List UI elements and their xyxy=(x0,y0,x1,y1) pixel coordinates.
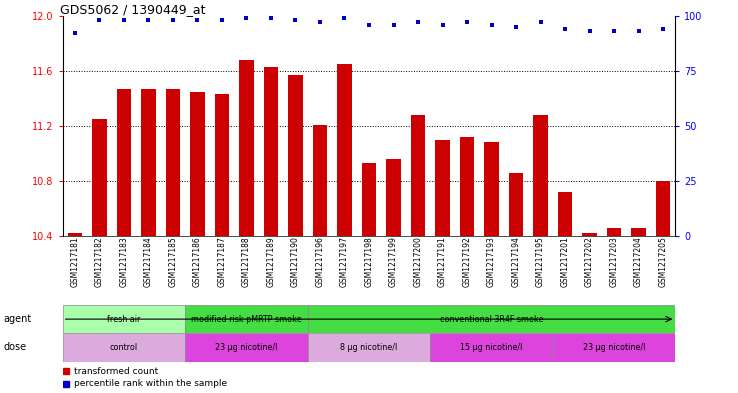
Text: GSM1217185: GSM1217185 xyxy=(168,236,177,287)
Text: GSM1217190: GSM1217190 xyxy=(291,236,300,287)
Text: control: control xyxy=(110,343,138,352)
Bar xyxy=(435,140,450,236)
Bar xyxy=(655,181,670,236)
Text: percentile rank within the sample: percentile rank within the sample xyxy=(74,380,227,388)
Text: GSM1217203: GSM1217203 xyxy=(610,236,618,287)
Bar xyxy=(631,228,646,236)
Bar xyxy=(308,305,675,333)
Text: 23 μg nicotine/l: 23 μg nicotine/l xyxy=(215,343,277,352)
Bar xyxy=(288,75,303,236)
Bar xyxy=(582,233,597,236)
Bar xyxy=(508,173,523,236)
Text: GSM1217188: GSM1217188 xyxy=(242,236,251,287)
Bar xyxy=(430,333,553,362)
Text: 15 μg nicotine/l: 15 μg nicotine/l xyxy=(461,343,523,352)
Text: fresh air: fresh air xyxy=(107,315,141,323)
Text: transformed count: transformed count xyxy=(74,367,158,376)
Text: GSM1217196: GSM1217196 xyxy=(316,236,325,287)
Text: GSM1217205: GSM1217205 xyxy=(658,236,667,287)
Bar xyxy=(68,233,83,236)
Text: dose: dose xyxy=(4,342,27,353)
Bar xyxy=(308,333,430,362)
Bar xyxy=(92,119,107,236)
Text: GSM1217184: GSM1217184 xyxy=(144,236,153,287)
Text: GSM1217186: GSM1217186 xyxy=(193,236,202,287)
Text: GSM1217199: GSM1217199 xyxy=(389,236,398,287)
Bar xyxy=(239,60,254,236)
Bar xyxy=(63,333,185,362)
Bar xyxy=(410,115,425,236)
Bar xyxy=(215,94,230,236)
Bar xyxy=(553,333,675,362)
Text: GSM1217201: GSM1217201 xyxy=(561,236,570,287)
Bar xyxy=(362,163,376,236)
Text: GSM1217197: GSM1217197 xyxy=(340,236,349,287)
Bar xyxy=(185,305,308,333)
Text: GSM1217192: GSM1217192 xyxy=(463,236,472,287)
Text: GSM1217187: GSM1217187 xyxy=(218,236,227,287)
Text: GSM1217183: GSM1217183 xyxy=(120,236,128,287)
Bar xyxy=(607,228,621,236)
Bar xyxy=(558,192,573,236)
Bar xyxy=(386,159,401,236)
Text: GDS5062 / 1390449_at: GDS5062 / 1390449_at xyxy=(60,3,205,16)
Bar xyxy=(484,143,499,236)
Text: GSM1217198: GSM1217198 xyxy=(365,236,373,287)
Text: GSM1217189: GSM1217189 xyxy=(266,236,275,287)
Text: agent: agent xyxy=(4,314,32,324)
Text: 8 μg nicotine/l: 8 μg nicotine/l xyxy=(340,343,398,352)
Bar xyxy=(63,305,185,333)
Text: GSM1217191: GSM1217191 xyxy=(438,236,447,287)
Text: GSM1217195: GSM1217195 xyxy=(536,236,545,287)
Text: 23 μg nicotine/l: 23 μg nicotine/l xyxy=(583,343,645,352)
Text: GSM1217193: GSM1217193 xyxy=(487,236,496,287)
Bar xyxy=(460,137,475,236)
Bar xyxy=(533,115,548,236)
Bar xyxy=(190,92,205,236)
Bar xyxy=(141,89,156,236)
Bar xyxy=(337,64,352,236)
Bar xyxy=(263,67,278,236)
Text: GSM1217181: GSM1217181 xyxy=(71,236,80,287)
Text: GSM1217204: GSM1217204 xyxy=(634,236,643,287)
Bar xyxy=(117,89,131,236)
Text: GSM1217200: GSM1217200 xyxy=(413,236,422,287)
Text: conventional 3R4F smoke: conventional 3R4F smoke xyxy=(440,315,543,323)
Text: GSM1217182: GSM1217182 xyxy=(95,236,104,287)
Bar xyxy=(165,89,180,236)
Bar xyxy=(185,333,308,362)
Text: GSM1217202: GSM1217202 xyxy=(585,236,594,287)
Text: GSM1217194: GSM1217194 xyxy=(511,236,520,287)
Bar xyxy=(313,125,328,236)
Text: modified risk pMRTP smoke: modified risk pMRTP smoke xyxy=(191,315,302,323)
